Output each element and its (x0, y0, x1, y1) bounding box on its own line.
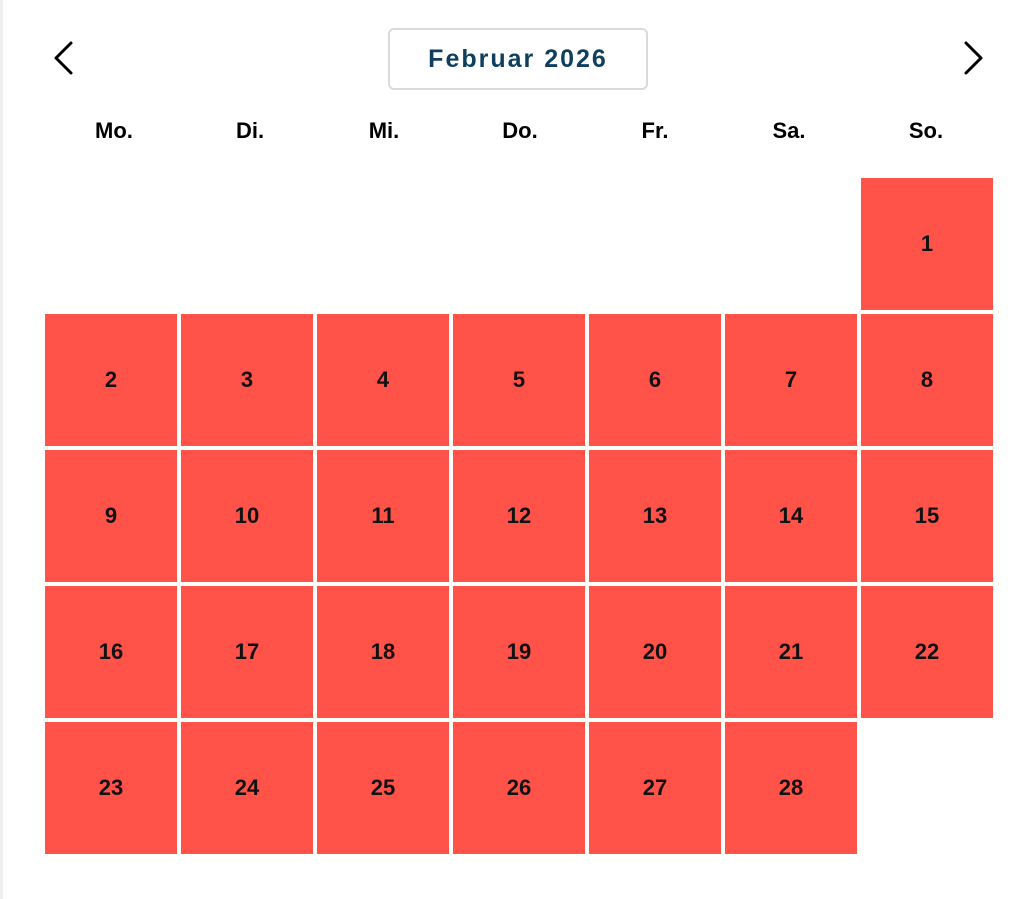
calendar-day-cell[interactable]: 10 (181, 450, 313, 582)
calendar-day-cell[interactable]: 9 (45, 450, 177, 582)
prev-month-button[interactable] (44, 38, 84, 78)
calendar-day-grid: 1 2 3 4 5 6 7 8 9 10 11 12 13 14 15 16 17 18 19 20 21 22 23 24 2… (45, 178, 995, 858)
chevron-right-icon (964, 41, 983, 75)
left-border (0, 0, 3, 899)
weekday-saturday: Sa. (772, 118, 806, 143)
weekday-monday: Mo. (95, 118, 133, 143)
calendar-day-cell[interactable]: 14 (725, 450, 857, 582)
weekday-tuesday: Di. (235, 118, 265, 143)
weekday-sunday: So. (908, 118, 944, 143)
calendar-day-cell[interactable]: 1 (861, 178, 993, 310)
calendar-day-cell[interactable]: 12 (453, 450, 585, 582)
calendar-day-cell[interactable]: 17 (181, 586, 313, 718)
calendar-day-cell[interactable]: 26 (453, 722, 585, 854)
calendar-day-cell[interactable]: 24 (181, 722, 313, 854)
calendar-day-cell[interactable]: 5 (453, 314, 585, 446)
calendar-day-cell[interactable]: 21 (725, 586, 857, 718)
calendar-day-cell[interactable]: 18 (317, 586, 449, 718)
calendar-day-cell[interactable]: 3 (181, 314, 313, 446)
calendar-day-cell[interactable]: 7 (725, 314, 857, 446)
calendar-day-cell[interactable]: 13 (589, 450, 721, 582)
calendar-day-cell[interactable]: 2 (45, 314, 177, 446)
calendar-day-cell[interactable]: 16 (45, 586, 177, 718)
calendar-day-cell[interactable]: 27 (589, 722, 721, 854)
month-selector-button[interactable]: Februar 2026 (388, 28, 648, 90)
calendar-day-cell[interactable]: 19 (453, 586, 585, 718)
calendar-day-cell[interactable]: 20 (589, 586, 721, 718)
calendar-day-cell[interactable]: 25 (317, 722, 449, 854)
calendar-day-cell[interactable]: 28 (725, 722, 857, 854)
weekday-header-row: Mo. Di. Mi. Do. Fr. Sa. So. (44, 118, 994, 150)
weekday-friday: Fr. (641, 118, 669, 143)
calendar-day-cell[interactable]: 15 (861, 450, 993, 582)
calendar-day-cell[interactable]: 11 (317, 450, 449, 582)
calendar-day-cell[interactable]: 8 (861, 314, 993, 446)
calendar-day-cell[interactable]: 4 (317, 314, 449, 446)
calendar-day-cell[interactable]: 23 (45, 722, 177, 854)
weekday-wednesday: Mi. (368, 118, 400, 143)
weekday-thursday: Do. (502, 118, 538, 143)
calendar-day-cell[interactable]: 6 (589, 314, 721, 446)
chevron-left-icon (54, 41, 73, 75)
next-month-button[interactable] (953, 38, 993, 78)
calendar-day-cell[interactable]: 22 (861, 586, 993, 718)
